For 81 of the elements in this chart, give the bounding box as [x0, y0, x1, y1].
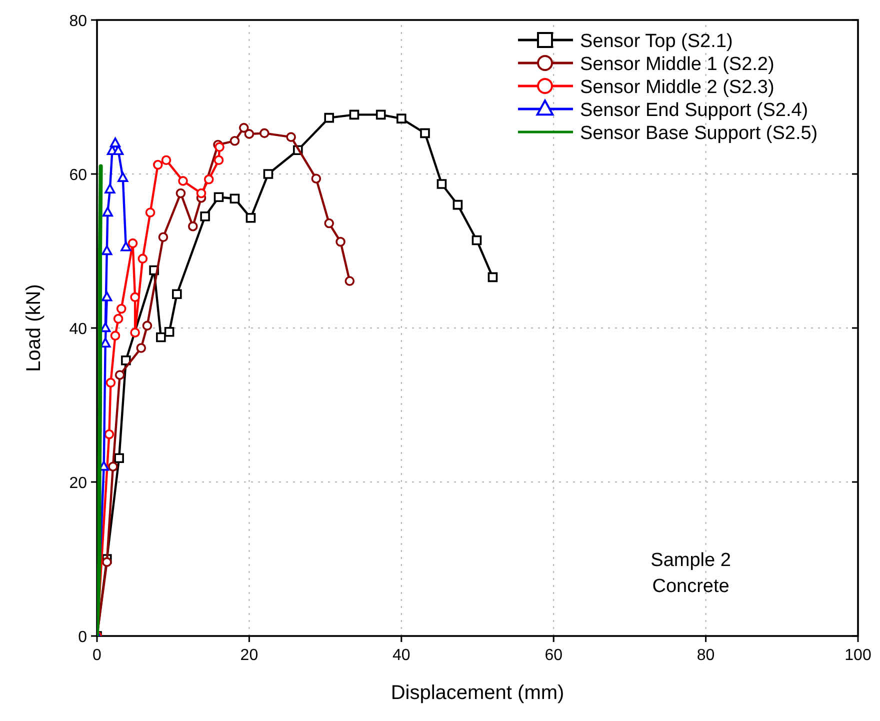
point [130, 292, 140, 302]
x-axis-title: Displacement (mm) [390, 682, 564, 704]
point [488, 272, 498, 282]
point [142, 320, 152, 331]
point [178, 176, 188, 186]
point [102, 292, 112, 302]
point [196, 188, 206, 198]
y-axis-title: Load (kN) [23, 284, 45, 372]
y-tick-label: 20 [69, 475, 88, 492]
point [104, 184, 116, 194]
point [102, 557, 112, 567]
point [164, 326, 174, 337]
point [214, 142, 224, 152]
point [110, 138, 121, 148]
point [472, 235, 482, 246]
x-tick-label: 40 [392, 647, 410, 664]
point [188, 221, 198, 232]
point [136, 343, 146, 353]
point [102, 206, 113, 217]
legend-label: Sensor Base Support (S2.5) [580, 123, 818, 144]
point [152, 160, 163, 170]
point [238, 122, 249, 133]
point [172, 289, 182, 300]
point [452, 200, 463, 210]
point [118, 172, 128, 182]
point [263, 169, 274, 179]
legend-label: Sensor Middle 2 (S2.3) [580, 77, 774, 98]
point [113, 145, 124, 155]
x-tick-label: 60 [544, 647, 563, 664]
y-tick-label: 80 [69, 13, 88, 30]
point [102, 245, 112, 256]
point [108, 462, 118, 472]
x-tick-label: 20 [240, 647, 258, 664]
annotation: Concrete [652, 576, 730, 597]
x-tick-label: 80 [696, 647, 715, 664]
line-series [97, 164, 103, 636]
point [156, 332, 166, 342]
point [116, 304, 126, 314]
point [114, 453, 124, 464]
point [104, 429, 114, 440]
point [130, 328, 140, 338]
point [110, 330, 120, 341]
y-tick-label: 60 [69, 167, 88, 184]
point [114, 370, 125, 380]
annotation: Sample 2 [650, 550, 731, 571]
point [106, 378, 116, 388]
point [324, 218, 334, 228]
point [158, 232, 168, 242]
y-tick-label: 40 [69, 321, 88, 338]
point [200, 211, 210, 222]
point [138, 254, 148, 264]
x-tick-label: 100 [844, 647, 872, 664]
legend-label: Sensor Top (S2.1) [580, 31, 733, 52]
point [120, 241, 132, 252]
legend-label: Sensor End Support (S2.4) [580, 100, 808, 121]
point [145, 208, 156, 218]
point [311, 174, 322, 184]
x-tick-label: 0 [92, 647, 102, 664]
point [161, 155, 172, 166]
point [336, 236, 346, 247]
point [214, 192, 224, 202]
point [260, 128, 270, 138]
point [344, 276, 355, 286]
point [230, 194, 240, 204]
point [286, 132, 296, 142]
point [324, 112, 334, 123]
point [113, 314, 124, 324]
point [420, 128, 430, 138]
point [376, 110, 386, 120]
y-tick-label: 0 [78, 629, 88, 646]
point [246, 212, 256, 223]
point [349, 110, 360, 120]
point [244, 129, 254, 139]
point [214, 155, 224, 166]
point [436, 179, 447, 189]
point [204, 174, 214, 184]
legend-label: Sensor Middle 1 (S2.2) [580, 54, 774, 75]
point [396, 114, 406, 124]
point [128, 238, 138, 248]
point [230, 136, 240, 146]
point [176, 188, 186, 198]
